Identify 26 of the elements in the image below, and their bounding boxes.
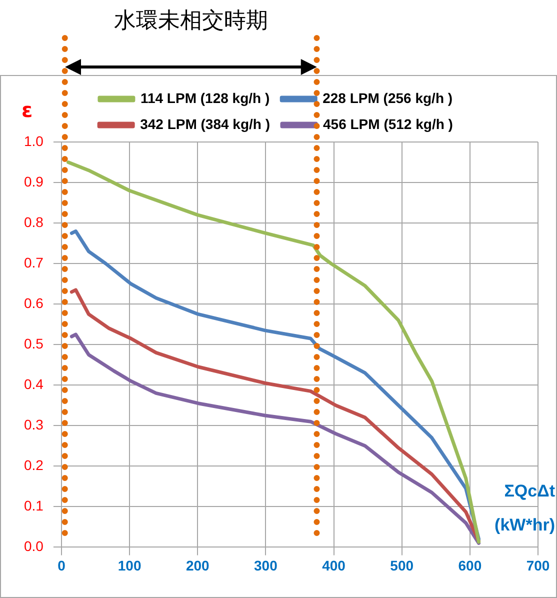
y-tick-label: 0.1 — [24, 498, 44, 514]
y-tick-label: 1.0 — [24, 132, 44, 149]
y-tick-label: 0.4 — [24, 376, 44, 392]
x-tick-label: 400 — [322, 557, 346, 574]
y-tick-label: 0.5 — [24, 335, 44, 352]
y-tick-label: 0.3 — [24, 416, 44, 432]
y-tick-label: 0.6 — [24, 294, 44, 311]
legend-label: 342 LPM (384 kg/h ) — [140, 116, 270, 132]
x-tick-label: 0 — [58, 557, 66, 574]
x-tick-label: 100 — [118, 557, 142, 574]
x-tick-label: 600 — [458, 557, 482, 574]
x-tick-label: 300 — [254, 557, 278, 574]
y-tick-label: 0.9 — [24, 173, 44, 190]
y-tick-label: 0.2 — [24, 457, 44, 474]
x-tick-label: 200 — [186, 557, 210, 574]
legend-label: 228 LPM (256 kg/h ) — [322, 90, 453, 106]
legend-label: 114 LPM (128 kg/h ) — [140, 90, 270, 106]
legend-label: 456 LPM (512 kg/h ) — [323, 116, 453, 132]
x-tick-label: 500 — [390, 557, 414, 574]
y-axis-title: ε — [21, 98, 33, 122]
x-axis-title: ΣQcΔt (kW*hr) — [494, 482, 556, 535]
text: 水環未相交時期 — [114, 8, 268, 34]
y-tick-label: 0.7 — [24, 254, 44, 270]
x-tick-label: 700 — [526, 557, 550, 574]
y-tick-label: 0.8 — [24, 214, 44, 230]
y-tick-label: 0.0 — [24, 538, 44, 554]
